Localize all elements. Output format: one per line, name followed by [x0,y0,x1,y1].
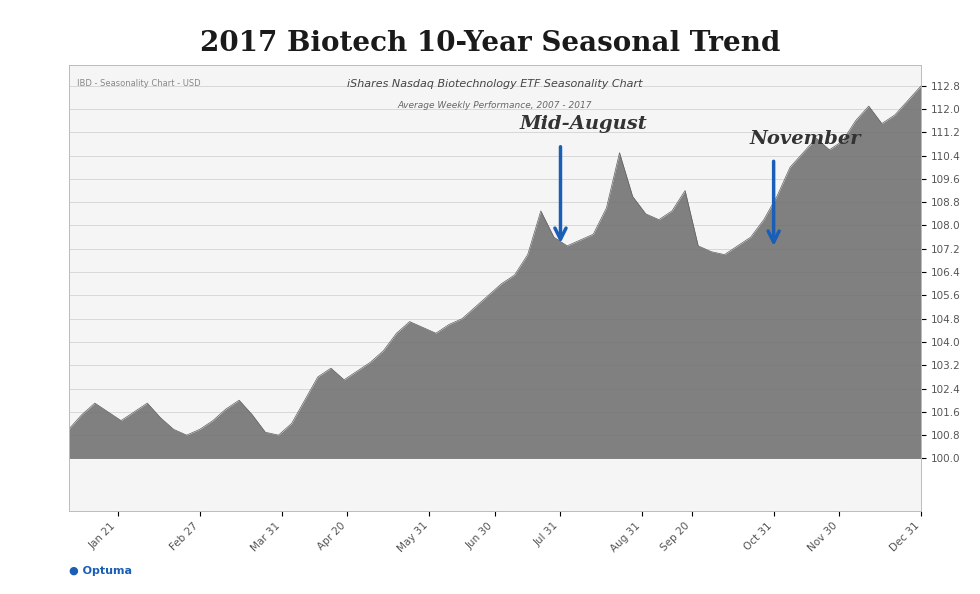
Text: 2017 Biotech 10-Year Seasonal Trend: 2017 Biotech 10-Year Seasonal Trend [200,30,780,56]
Text: Mid-August: Mid-August [519,115,647,134]
Text: IBD - Seasonality Chart - USD: IBD - Seasonality Chart - USD [77,79,201,88]
Text: iShares Nasdaq Biotechnology ETF Seasonality Chart: iShares Nasdaq Biotechnology ETF Seasona… [347,79,643,89]
Text: ● Optuma: ● Optuma [69,566,131,576]
Text: November: November [749,130,860,148]
Text: Average Weekly Performance, 2007 - 2017: Average Weekly Performance, 2007 - 2017 [398,101,592,110]
